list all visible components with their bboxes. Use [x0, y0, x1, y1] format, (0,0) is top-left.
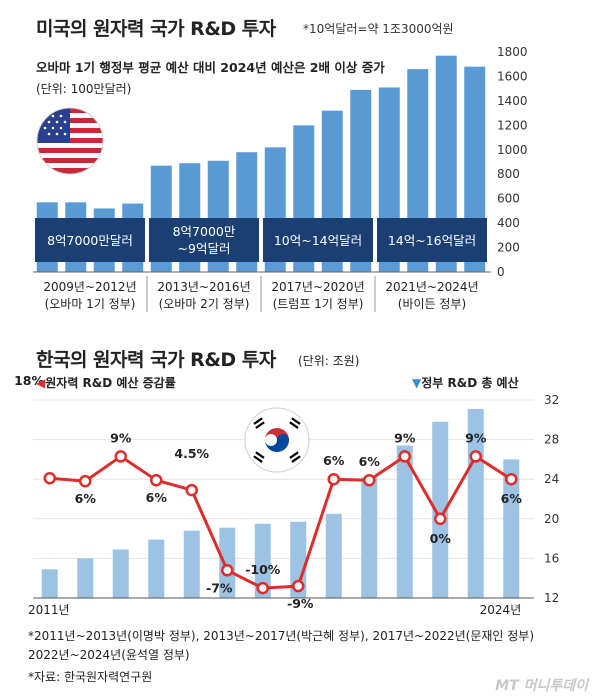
- legend-total-triangle-icon: ▼: [412, 376, 422, 390]
- kr-rate-label-2018: -9%: [287, 596, 314, 611]
- legend-total: ▼정부 R&D 총 예산: [412, 374, 519, 391]
- chart1-subtitle: 오바마 1기 행정부 평균 예산 대비 2024년 예산은 2배 이상 증가: [36, 60, 385, 75]
- kr-y-tick-label: 24: [544, 472, 559, 486]
- kr-rate-point-2021: [398, 450, 411, 463]
- kr-rate-point-2020: [363, 473, 376, 487]
- kr-rate-label-2015: 4.5%: [174, 446, 209, 461]
- us-period-years: 2017년~2020년: [271, 280, 364, 294]
- kr-bar-2011: [41, 569, 58, 598]
- kr-bar-2015: [183, 530, 200, 598]
- legend-rate: ◀원자력 R&D 예산 증감률: [36, 374, 176, 391]
- kr-bar-2019: [325, 513, 342, 598]
- us-y-tick-label: 1400: [497, 94, 528, 108]
- kr-rate-label-2020: 6%: [359, 454, 381, 469]
- watermark-logo: MT 머니투데이: [495, 678, 588, 694]
- kr-bar-2012: [77, 558, 94, 598]
- legend-rate-arrow-icon: ◀: [36, 376, 46, 390]
- kr-rate-point-2011: [43, 471, 56, 485]
- us-period-band: [377, 218, 487, 262]
- us-bar-2023: [435, 55, 457, 272]
- legend-total-label: 정부 R&D 총 예산: [421, 376, 519, 390]
- chart2-title: 한국의 원자력 국가 R&D 투자: [36, 349, 276, 371]
- kr-rate-label-2013: 9%: [110, 430, 132, 445]
- kr-rate-point-2016: [221, 564, 234, 577]
- us-period-band-label: ~9억달러: [178, 241, 231, 256]
- us-chart: 0 200 400 600 800 1000 1200 1400 1600 1800 8억7000만…: [33, 45, 528, 312]
- kr-bar-2017: [254, 523, 271, 598]
- us-period-government: (바이든 정부): [398, 297, 466, 311]
- us-period-band-label: 10억~14억달러: [274, 233, 362, 248]
- us-period-years: 2013년~2016년: [157, 280, 250, 294]
- kr-rate-label-2016: -7%: [206, 580, 233, 595]
- kr-rate-line: [49, 454, 513, 590]
- us-y-tick-label: 400: [497, 216, 520, 230]
- chart1-note: *10억달러=약 1조3000억원: [303, 22, 454, 36]
- legend-rate-label: 원자력 R&D 예산 증감률: [45, 376, 176, 390]
- korea-flag-icon: [244, 407, 310, 473]
- kr-rate-point-2023: [469, 450, 482, 463]
- korea-chart: 12 16 20 24 28 32 2011년 2024년 18% 6% 9% 6% 4.5% -7% -1…: [14, 373, 559, 617]
- us-y-tick-label: 600: [497, 192, 520, 206]
- us-period-band-label: 8억7000만: [173, 224, 236, 239]
- chart1-title: 미국의 원자력 국가 R&D 투자: [36, 18, 276, 40]
- kr-rate-label-2017: -10%: [245, 562, 281, 577]
- us-period-government: (오바마 1기 정부): [45, 297, 136, 311]
- source-note: *자료: 한국원자력연구원: [28, 670, 153, 684]
- kr-y-tick-label: 16: [544, 551, 559, 565]
- us-period-government: (트럼프 1기 정부): [273, 297, 364, 311]
- us-period-band: [35, 218, 145, 262]
- us-y-tick-label: 1200: [497, 118, 528, 132]
- kr-rate-point-2022: [434, 512, 447, 526]
- footnote-line2: 2022년~2024년(윤석열 정부): [28, 648, 190, 662]
- kr-rate-point-2017: [256, 581, 269, 595]
- kr-rate-label-2023: 9%: [465, 430, 487, 445]
- kr-bar-2016: [219, 527, 236, 598]
- us-y-tick-label: 800: [497, 167, 520, 181]
- kr-bar-2020: [361, 477, 378, 598]
- kr-x-tick-last: 2024년: [480, 603, 522, 617]
- kr-bar-2013: [112, 549, 129, 598]
- us-y-tick-label: 1800: [497, 45, 528, 59]
- kr-bar-2021: [396, 445, 413, 598]
- kr-rate-point-2012: [79, 474, 92, 488]
- us-period-government: (오바마 2기 정부): [159, 297, 250, 311]
- us-period-band: [263, 218, 373, 262]
- us-y-tick-label: 1600: [497, 69, 528, 83]
- kr-rate-label-2024: 6%: [501, 491, 523, 506]
- kr-rate-point-2015: [185, 483, 198, 497]
- kr-rate-point-2024: [505, 472, 518, 486]
- kr-bar-2024: [503, 459, 520, 598]
- kr-rate-label-2012: 6%: [75, 491, 97, 506]
- kr-bar-2018: [290, 521, 307, 598]
- us-y-tick-label: 0: [497, 265, 505, 279]
- kr-rate-label-2021: 9%: [394, 430, 416, 445]
- kr-x-tick-first: 2011년: [28, 603, 70, 617]
- us-period-years: 2009년~2012년: [43, 280, 136, 294]
- kr-rate-point-2013: [114, 450, 127, 463]
- kr-rate-label-2011: 18%: [14, 373, 44, 388]
- us-y-tick-label: 200: [497, 241, 520, 255]
- footnote-line1: *2011년~2013년(이명박 정부), 2013년~2017년(박근혜 정부…: [28, 629, 535, 643]
- kr-y-tick-label: 32: [544, 393, 559, 407]
- us-period-band: [149, 218, 259, 262]
- kr-rate-point-2018: [292, 579, 305, 593]
- kr-bar-2022: [432, 421, 449, 598]
- kr-rate-label-2019: 6%: [323, 453, 345, 468]
- kr-y-tick-label: 20: [544, 512, 559, 526]
- kr-y-tick-label: 12: [544, 591, 559, 605]
- us-y-tick-label: 1000: [497, 143, 528, 157]
- us-period-band-label: 14억~16억달러: [388, 233, 476, 248]
- chart2-unit: (단위: 조원): [298, 354, 360, 368]
- kr-y-tick-label: 28: [544, 433, 559, 447]
- kr-rate-point-2019: [327, 472, 340, 486]
- kr-rate-point-2014: [150, 473, 163, 487]
- us-period-band-label: 8억7000만달러: [47, 233, 133, 248]
- kr-rate-label-2014: 6%: [146, 490, 168, 505]
- chart1-unit: (단위: 100만달러): [36, 82, 132, 96]
- us-period-years: 2021년~2024년: [385, 280, 478, 294]
- kr-rate-label-2022: 0%: [430, 531, 452, 546]
- kr-bar-2014: [148, 539, 165, 598]
